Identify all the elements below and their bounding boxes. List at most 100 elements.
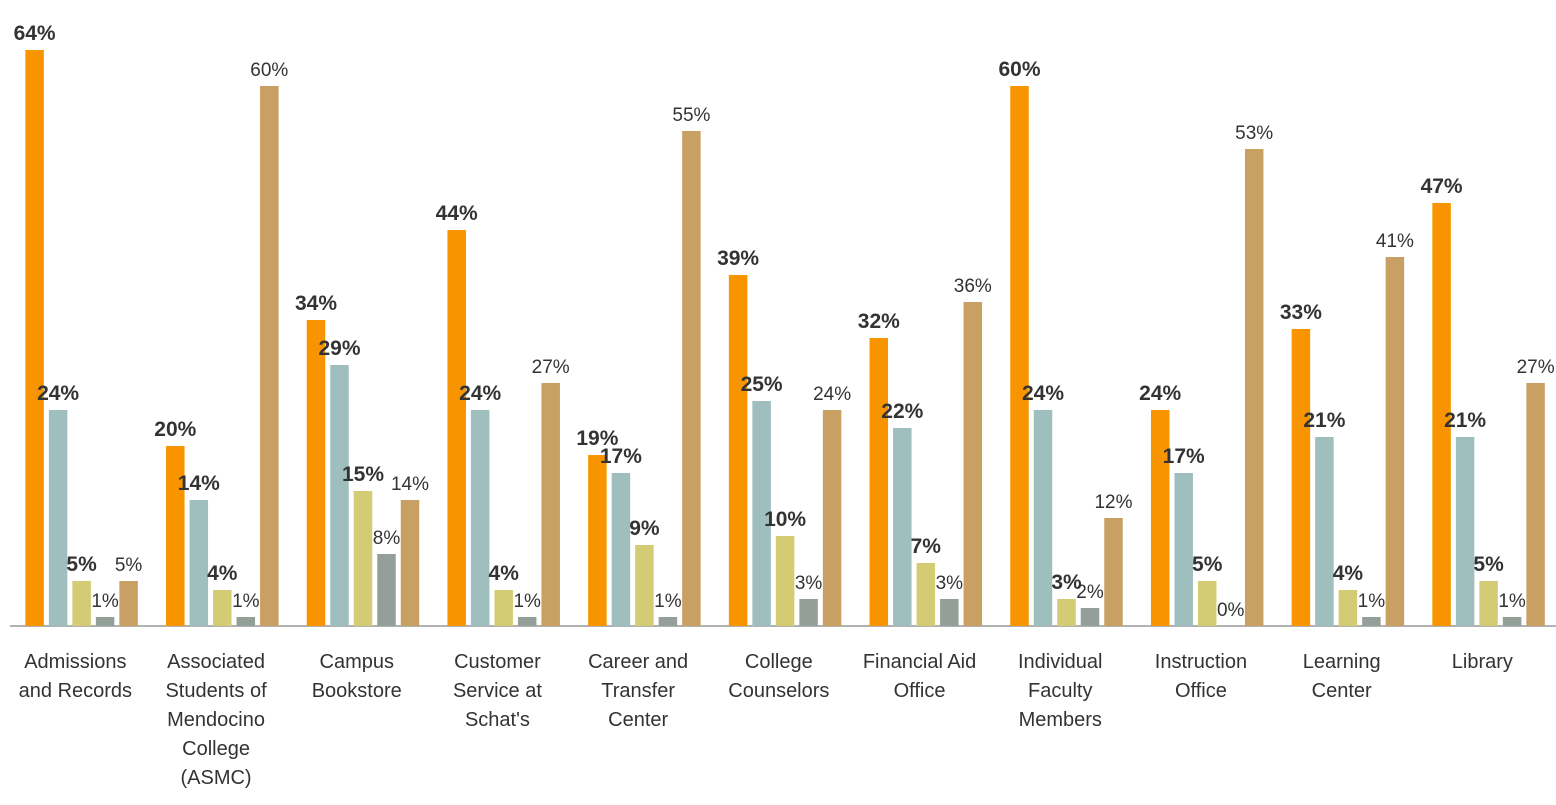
data-label: 41%	[1376, 231, 1414, 252]
bar	[1385, 257, 1405, 626]
bar	[963, 302, 983, 626]
bar	[1104, 518, 1123, 626]
bar	[330, 365, 349, 626]
data-label: 1%	[654, 591, 682, 612]
bar	[682, 131, 701, 626]
bar	[799, 599, 818, 626]
data-label: 1%	[1498, 591, 1526, 612]
bar	[353, 491, 373, 626]
data-label: 27%	[1517, 357, 1555, 378]
data-label: 17%	[600, 445, 642, 468]
bar	[1479, 581, 1498, 626]
data-label: 47%	[1421, 175, 1463, 198]
data-label: 4%	[1333, 562, 1364, 585]
data-label: 7%	[911, 535, 942, 558]
bar	[95, 617, 115, 626]
bar	[213, 590, 232, 626]
bar	[869, 338, 889, 626]
data-label: 24%	[1022, 382, 1064, 405]
data-label: 19%	[576, 427, 618, 450]
bar	[611, 473, 631, 626]
x-tick-label: Learning Center	[1302, 651, 1381, 702]
data-label: 1%	[232, 591, 260, 612]
data-label: 14%	[391, 474, 429, 495]
data-label: 1%	[1358, 591, 1386, 612]
data-label: 22%	[881, 400, 923, 423]
bar	[1197, 581, 1217, 626]
bar	[236, 617, 256, 626]
data-label: 4%	[207, 562, 238, 585]
data-label: 21%	[1444, 409, 1486, 432]
bar	[400, 500, 420, 626]
bar	[1338, 590, 1358, 626]
x-tick-label: Campus Bookstore	[311, 651, 402, 702]
data-label: 60%	[250, 60, 288, 81]
data-label: 33%	[1280, 301, 1322, 324]
bar	[447, 230, 466, 626]
data-label: 8%	[373, 528, 401, 549]
bar	[1315, 437, 1334, 626]
data-label: 64%	[14, 22, 56, 45]
data-label: 1%	[91, 591, 119, 612]
bar	[25, 50, 44, 626]
data-label: 2%	[1076, 582, 1104, 603]
data-label: 3%	[795, 573, 823, 594]
data-label: 27%	[532, 357, 570, 378]
bar	[119, 581, 138, 626]
data-label: 24%	[37, 382, 79, 405]
bar	[1010, 86, 1029, 626]
bar	[1174, 473, 1193, 626]
data-label: 3%	[936, 573, 964, 594]
bar	[1150, 410, 1170, 626]
bar	[940, 599, 959, 626]
data-label: 39%	[717, 247, 759, 270]
data-label: 5%	[1192, 553, 1223, 576]
bar	[494, 590, 513, 626]
data-label: 53%	[1235, 123, 1273, 144]
bar	[1244, 149, 1264, 626]
bar	[517, 617, 537, 626]
data-label: 20%	[154, 418, 196, 441]
bar	[916, 563, 936, 626]
data-label: 3%	[1051, 571, 1082, 594]
x-tick-label: Admissions and Records	[18, 651, 133, 702]
data-label: 21%	[1303, 409, 1345, 432]
x-tick-label: Instruction Office	[1154, 651, 1248, 702]
x-tick-label: Associated Students of Mendocino College…	[165, 651, 267, 789]
x-tick-label: Library	[1451, 651, 1513, 673]
data-label: 5%	[1473, 553, 1504, 576]
data-label: 55%	[672, 105, 710, 126]
x-tick-label: Individual Faculty Members	[1017, 651, 1103, 731]
bar	[1432, 203, 1451, 626]
data-label: 44%	[436, 202, 478, 225]
data-label: 24%	[1139, 382, 1181, 405]
bar	[635, 545, 654, 626]
bar	[822, 410, 842, 626]
data-label: 17%	[1163, 445, 1205, 468]
bar	[1502, 617, 1522, 626]
bar	[893, 428, 912, 626]
data-label: 32%	[858, 310, 900, 333]
data-label: 14%	[178, 472, 220, 495]
bar	[306, 320, 326, 626]
data-label: 0%	[1217, 600, 1245, 621]
bar	[728, 275, 748, 626]
data-label: 9%	[629, 517, 660, 540]
data-label: 24%	[813, 384, 851, 405]
x-tick-label: Financial Aid Office	[862, 651, 977, 702]
bar	[1455, 437, 1475, 626]
data-label: 60%	[998, 58, 1040, 81]
data-label: 5%	[66, 553, 97, 576]
x-tick-label: College Counselors	[728, 651, 830, 702]
bar	[588, 455, 607, 626]
data-label: 34%	[295, 292, 337, 315]
bar	[658, 617, 678, 626]
data-label: 29%	[318, 337, 360, 360]
bar	[752, 401, 771, 626]
data-label: 36%	[954, 276, 992, 297]
bar	[1057, 599, 1076, 626]
bar	[72, 581, 91, 626]
data-label: 24%	[459, 382, 501, 405]
bar	[1362, 617, 1381, 626]
